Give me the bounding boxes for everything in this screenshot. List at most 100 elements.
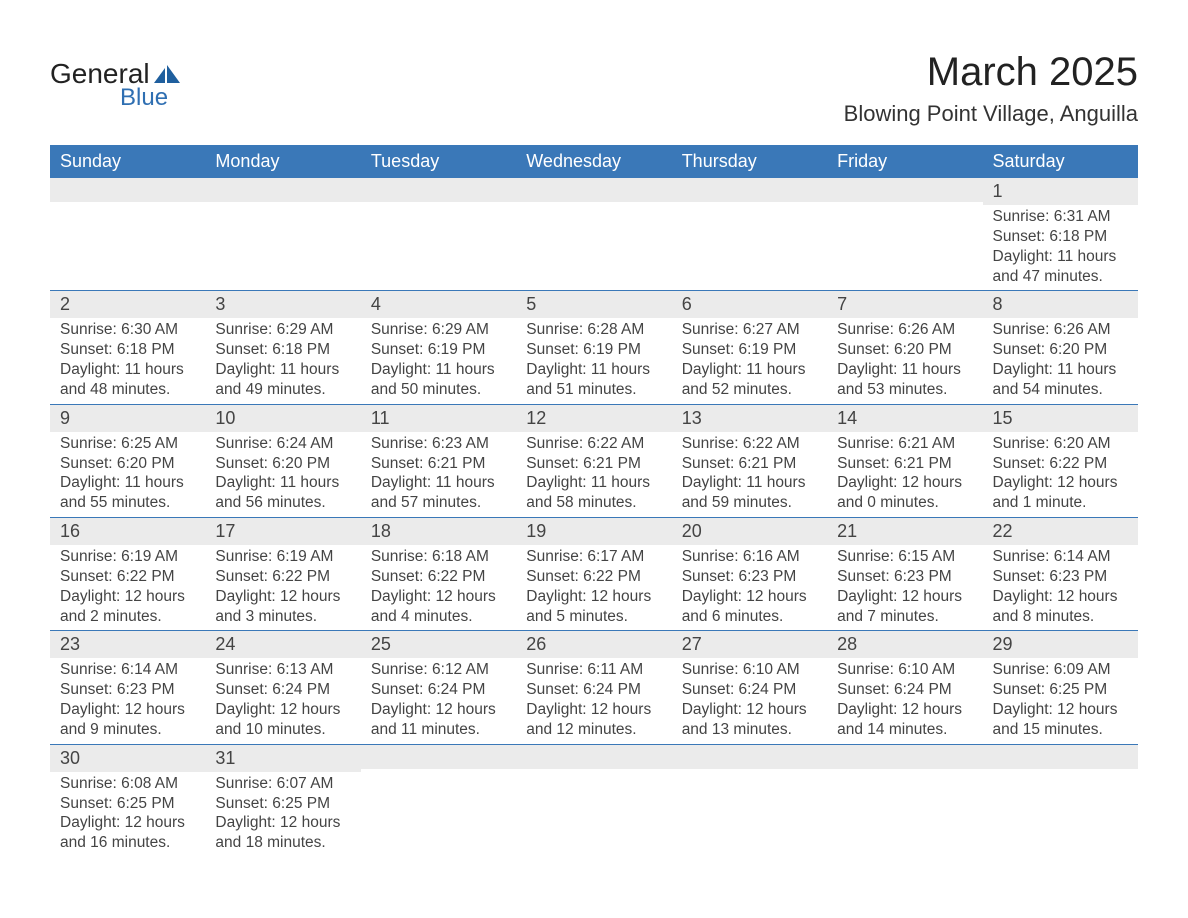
daylight-text: Daylight: 11 hours and 50 minutes.	[371, 360, 506, 400]
day-number: 29	[983, 631, 1138, 658]
calendar-day-cell	[827, 745, 982, 857]
calendar-week-row: 2Sunrise: 6:30 AMSunset: 6:18 PMDaylight…	[50, 290, 1138, 403]
day-number	[827, 178, 982, 202]
day-details	[672, 202, 827, 208]
daylight-text: Daylight: 11 hours and 52 minutes.	[682, 360, 817, 400]
day-details	[827, 202, 982, 208]
day-number: 3	[205, 291, 360, 318]
calendar-day-cell: 26Sunrise: 6:11 AMSunset: 6:24 PMDayligh…	[516, 631, 671, 743]
sunset-text: Sunset: 6:18 PM	[215, 340, 350, 360]
daylight-text: Daylight: 12 hours and 10 minutes.	[215, 700, 350, 740]
sunset-text: Sunset: 6:23 PM	[682, 567, 817, 587]
calendar-day-cell: 16Sunrise: 6:19 AMSunset: 6:22 PMDayligh…	[50, 518, 205, 630]
calendar-day-cell: 29Sunrise: 6:09 AMSunset: 6:25 PMDayligh…	[983, 631, 1138, 743]
day-number	[983, 745, 1138, 769]
day-number: 18	[361, 518, 516, 545]
sunrise-text: Sunrise: 6:23 AM	[371, 434, 506, 454]
calendar-day-cell	[672, 745, 827, 857]
sunset-text: Sunset: 6:22 PM	[371, 567, 506, 587]
calendar-week-row: 23Sunrise: 6:14 AMSunset: 6:23 PMDayligh…	[50, 630, 1138, 743]
daylight-text: Daylight: 12 hours and 5 minutes.	[526, 587, 661, 627]
calendar-header-row: Sunday Monday Tuesday Wednesday Thursday…	[50, 145, 1138, 178]
day-number: 24	[205, 631, 360, 658]
day-details: Sunrise: 6:23 AMSunset: 6:21 PMDaylight:…	[361, 432, 516, 517]
sunset-text: Sunset: 6:20 PM	[215, 454, 350, 474]
calendar-day-cell: 10Sunrise: 6:24 AMSunset: 6:20 PMDayligh…	[205, 405, 360, 517]
day-number: 2	[50, 291, 205, 318]
logo-word-blue: Blue	[120, 84, 168, 112]
day-details: Sunrise: 6:17 AMSunset: 6:22 PMDaylight:…	[516, 545, 671, 630]
sunset-text: Sunset: 6:19 PM	[371, 340, 506, 360]
calendar-day-cell	[516, 178, 671, 290]
day-details	[50, 202, 205, 208]
calendar-day-cell	[672, 178, 827, 290]
dayname-saturday: Saturday	[983, 145, 1138, 178]
calendar-day-cell: 2Sunrise: 6:30 AMSunset: 6:18 PMDaylight…	[50, 291, 205, 403]
day-number: 5	[516, 291, 671, 318]
day-number: 6	[672, 291, 827, 318]
calendar-day-cell: 21Sunrise: 6:15 AMSunset: 6:23 PMDayligh…	[827, 518, 982, 630]
day-details: Sunrise: 6:14 AMSunset: 6:23 PMDaylight:…	[50, 658, 205, 743]
day-details: Sunrise: 6:18 AMSunset: 6:22 PMDaylight:…	[361, 545, 516, 630]
daylight-text: Daylight: 11 hours and 58 minutes.	[526, 473, 661, 513]
page-header: General Blue March 2025 Blowing Point Vi…	[50, 50, 1138, 127]
daylight-text: Daylight: 12 hours and 13 minutes.	[682, 700, 817, 740]
sunrise-text: Sunrise: 6:14 AM	[993, 547, 1128, 567]
daylight-text: Daylight: 11 hours and 56 minutes.	[215, 473, 350, 513]
day-details: Sunrise: 6:20 AMSunset: 6:22 PMDaylight:…	[983, 432, 1138, 517]
sunset-text: Sunset: 6:23 PM	[993, 567, 1128, 587]
calendar-day-cell	[205, 178, 360, 290]
day-number: 12	[516, 405, 671, 432]
day-details: Sunrise: 6:11 AMSunset: 6:24 PMDaylight:…	[516, 658, 671, 743]
daylight-text: Daylight: 11 hours and 55 minutes.	[60, 473, 195, 513]
day-number: 4	[361, 291, 516, 318]
day-details: Sunrise: 6:13 AMSunset: 6:24 PMDaylight:…	[205, 658, 360, 743]
day-details: Sunrise: 6:10 AMSunset: 6:24 PMDaylight:…	[827, 658, 982, 743]
calendar-day-cell: 17Sunrise: 6:19 AMSunset: 6:22 PMDayligh…	[205, 518, 360, 630]
sunrise-text: Sunrise: 6:29 AM	[371, 320, 506, 340]
day-number: 8	[983, 291, 1138, 318]
calendar-week-row: 9Sunrise: 6:25 AMSunset: 6:20 PMDaylight…	[50, 404, 1138, 517]
day-number: 13	[672, 405, 827, 432]
calendar-day-cell: 13Sunrise: 6:22 AMSunset: 6:21 PMDayligh…	[672, 405, 827, 517]
day-details: Sunrise: 6:09 AMSunset: 6:25 PMDaylight:…	[983, 658, 1138, 743]
location-subtitle: Blowing Point Village, Anguilla	[844, 101, 1138, 127]
day-details: Sunrise: 6:28 AMSunset: 6:19 PMDaylight:…	[516, 318, 671, 403]
dayname-monday: Monday	[205, 145, 360, 178]
daylight-text: Daylight: 12 hours and 11 minutes.	[371, 700, 506, 740]
day-details: Sunrise: 6:19 AMSunset: 6:22 PMDaylight:…	[205, 545, 360, 630]
day-details	[361, 202, 516, 208]
day-details: Sunrise: 6:30 AMSunset: 6:18 PMDaylight:…	[50, 318, 205, 403]
day-details: Sunrise: 6:29 AMSunset: 6:19 PMDaylight:…	[361, 318, 516, 403]
dayname-thursday: Thursday	[672, 145, 827, 178]
day-details: Sunrise: 6:25 AMSunset: 6:20 PMDaylight:…	[50, 432, 205, 517]
calendar-day-cell: 27Sunrise: 6:10 AMSunset: 6:24 PMDayligh…	[672, 631, 827, 743]
day-number: 17	[205, 518, 360, 545]
sunrise-text: Sunrise: 6:10 AM	[837, 660, 972, 680]
day-number: 14	[827, 405, 982, 432]
dayname-sunday: Sunday	[50, 145, 205, 178]
sunset-text: Sunset: 6:21 PM	[682, 454, 817, 474]
sunset-text: Sunset: 6:19 PM	[526, 340, 661, 360]
calendar-day-cell: 1Sunrise: 6:31 AMSunset: 6:18 PMDaylight…	[983, 178, 1138, 290]
calendar-day-cell: 24Sunrise: 6:13 AMSunset: 6:24 PMDayligh…	[205, 631, 360, 743]
sunset-text: Sunset: 6:23 PM	[60, 680, 195, 700]
day-number: 26	[516, 631, 671, 658]
calendar-week-row: 1Sunrise: 6:31 AMSunset: 6:18 PMDaylight…	[50, 178, 1138, 290]
sunrise-text: Sunrise: 6:29 AM	[215, 320, 350, 340]
calendar-day-cell: 11Sunrise: 6:23 AMSunset: 6:21 PMDayligh…	[361, 405, 516, 517]
sunset-text: Sunset: 6:20 PM	[60, 454, 195, 474]
daylight-text: Daylight: 12 hours and 1 minute.	[993, 473, 1128, 513]
sunrise-text: Sunrise: 6:21 AM	[837, 434, 972, 454]
day-details	[827, 769, 982, 775]
calendar-day-cell: 14Sunrise: 6:21 AMSunset: 6:21 PMDayligh…	[827, 405, 982, 517]
daylight-text: Daylight: 12 hours and 6 minutes.	[682, 587, 817, 627]
daylight-text: Daylight: 12 hours and 12 minutes.	[526, 700, 661, 740]
sunrise-text: Sunrise: 6:13 AM	[215, 660, 350, 680]
calendar-day-cell: 5Sunrise: 6:28 AMSunset: 6:19 PMDaylight…	[516, 291, 671, 403]
day-details: Sunrise: 6:10 AMSunset: 6:24 PMDaylight:…	[672, 658, 827, 743]
sunrise-text: Sunrise: 6:09 AM	[993, 660, 1128, 680]
day-details: Sunrise: 6:16 AMSunset: 6:23 PMDaylight:…	[672, 545, 827, 630]
daylight-text: Daylight: 12 hours and 7 minutes.	[837, 587, 972, 627]
day-details: Sunrise: 6:27 AMSunset: 6:19 PMDaylight:…	[672, 318, 827, 403]
